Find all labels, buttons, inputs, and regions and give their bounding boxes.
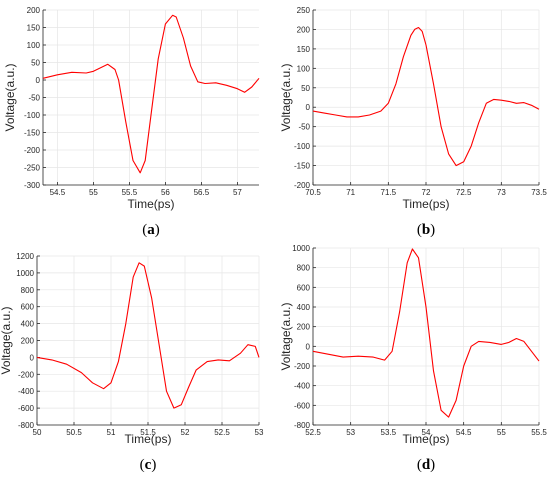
y-tick-label: -50 [298,123,310,132]
y-tick-label: 50 [301,84,310,93]
x-tick-label: 55 [497,428,506,437]
y-tick-label: 1000 [292,244,310,253]
chart-panel-b: 70.5 71 71.5 72 72.5 73 73.5 -200 -150 -100 -50 0 50… [279,6,547,238]
y-tick-label: -600 [294,401,311,410]
chart-panel-a: 54.5 55 55.5 56 56.5 57 -300 -250 -200 -150 -100 -5… [3,6,260,238]
y-tick-label: 400 [21,320,35,329]
x-axis-label: Time(ps) [128,197,175,211]
y-axis-label: Voltage(a.u.) [279,302,293,370]
x-tick-label: 54.5 [456,428,472,437]
y-tick-label: 200 [21,337,35,346]
y-tick-label: -200 [24,146,41,155]
series-line [312,248,540,418]
y-tick-label: 1200 [16,252,34,261]
x-tick-label: 56 [161,188,170,197]
x-tick-label: 51 [107,428,116,437]
x-tick-label: 56.5 [194,188,210,197]
y-axis-label: Voltage(a.u.) [3,63,17,131]
y-tick-label: 200 [297,25,311,34]
y-tick-label: -100 [294,142,311,151]
y-tick-label: -600 [18,404,35,413]
x-axis-label: Time(ps) [403,432,450,446]
x-tick-label: 53 [255,428,264,437]
y-tick-label: -100 [24,111,41,120]
x-tick-label: 54.5 [50,188,66,197]
y-tick-label: 150 [297,45,311,54]
panel-label: (c) [140,457,157,473]
panel-label: (d) [417,457,435,473]
y-tick-label: -200 [18,370,35,379]
y-tick-label: -150 [24,129,41,138]
x-tick-label: 73.5 [531,188,547,197]
y-tick-label: -400 [18,387,35,396]
y-tick-label: -250 [24,164,41,173]
series-line [42,14,260,174]
y-tick-label: 800 [21,286,35,295]
chart-panel-d: 52.5 53 53.5 54 54.5 55 55.5 -800 -600 -400 -200 0 2… [279,244,547,473]
x-tick-label: 57 [233,188,242,197]
x-tick-label: 52.5 [214,428,230,437]
x-axis-label: Time(ps) [403,197,450,211]
x-tick-label: 72 [422,188,431,197]
y-tick-label: -200 [294,181,311,190]
y-tick-label: 150 [27,24,41,33]
x-tick-label: 50.5 [66,428,82,437]
x-tick-label: 72.5 [456,188,472,197]
x-axis-label: Time(ps) [125,432,172,446]
x-tick-label: 50 [33,428,42,437]
x-tick-label: 53 [346,428,355,437]
y-tick-label: 0 [30,353,35,362]
y-tick-label: 0 [306,342,311,351]
y-tick-label: -800 [294,421,311,430]
x-tick-label: 53.5 [381,428,397,437]
x-tick-label: 55.5 [531,428,547,437]
y-tick-label: -300 [24,181,41,190]
x-tick-label: 70.5 [305,188,321,197]
y-tick-label: 200 [27,6,41,15]
x-tick-label: 51.5 [140,428,156,437]
y-axis-label: Voltage(a.u.) [279,63,293,131]
y-tick-label: -150 [294,162,311,171]
panel-label: (b) [417,222,435,238]
x-tick-label: 73 [497,188,506,197]
x-tick-label: 52 [181,428,190,437]
y-tick-label: -800 [18,421,35,430]
y-tick-label: 600 [297,283,311,292]
y-tick-label: 1000 [16,269,34,278]
y-tick-label: 0 [306,103,311,112]
y-tick-label: 50 [31,59,40,68]
y-tick-label: -400 [294,382,311,391]
y-tick-label: 0 [36,76,41,85]
y-tick-label: 400 [297,303,311,312]
y-tick-label: 800 [297,264,311,273]
y-tick-label: 250 [297,6,311,15]
x-tick-label: 55 [89,188,98,197]
series-line [36,262,260,409]
y-tick-label: 600 [21,303,35,312]
x-tick-label: 71.5 [381,188,397,197]
chart-panel-c: 50 50.5 51 51.5 52 52.5 53 -800 -600 -400 -200 0 200… [0,252,264,473]
y-tick-label: 200 [297,323,311,332]
y-tick-label: 100 [297,64,311,73]
x-tick-label: 55.5 [122,188,138,197]
y-tick-label: -50 [28,94,40,103]
panel-label: (a) [142,222,160,238]
x-tick-label: 52.5 [305,428,321,437]
x-tick-label: 54 [422,428,431,437]
series-line [312,26,540,167]
y-axis-label: Voltage(a.u.) [0,306,13,374]
y-tick-label: -200 [294,362,311,371]
y-tick-label: 100 [27,41,41,50]
x-tick-label: 71 [346,188,355,197]
